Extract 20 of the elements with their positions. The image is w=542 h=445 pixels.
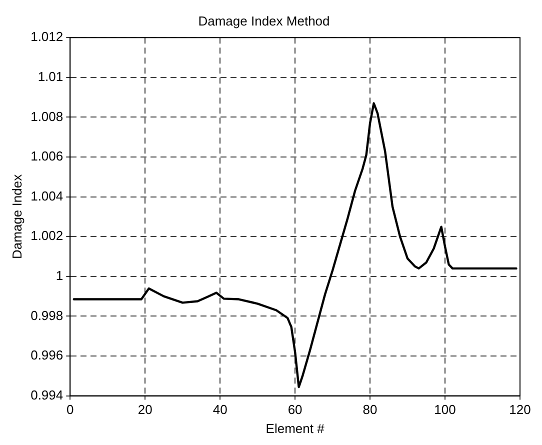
y-tick-label: 0.994 bbox=[30, 387, 64, 402]
y-tick-label: 1.004 bbox=[30, 188, 64, 204]
x-tick-label: 120 bbox=[509, 402, 531, 418]
y-tick-label: 1.01 bbox=[38, 68, 64, 84]
x-tick-label: 80 bbox=[362, 402, 378, 418]
y-tick-label: 0.998 bbox=[30, 308, 64, 323]
x-tick-label: 0 bbox=[66, 402, 74, 418]
chart-title: Damage Index Method bbox=[198, 13, 330, 28]
y-tick-label: 1.012 bbox=[30, 29, 64, 44]
y-tick-label: 1.008 bbox=[30, 108, 64, 124]
x-tick-label: 100 bbox=[434, 402, 456, 418]
y-axis-title: Damage Index bbox=[9, 174, 24, 259]
x-tick-label: 20 bbox=[138, 402, 152, 418]
y-tick-label: 1.002 bbox=[30, 228, 64, 244]
x-tick-label: 40 bbox=[212, 402, 228, 418]
y-tick-label: 1 bbox=[56, 268, 64, 283]
x-axis-title: Element # bbox=[266, 420, 326, 436]
y-tick-label: 1.006 bbox=[30, 148, 64, 164]
x-tick-label: 60 bbox=[288, 402, 302, 418]
y-tick-label: 0.996 bbox=[30, 348, 64, 363]
